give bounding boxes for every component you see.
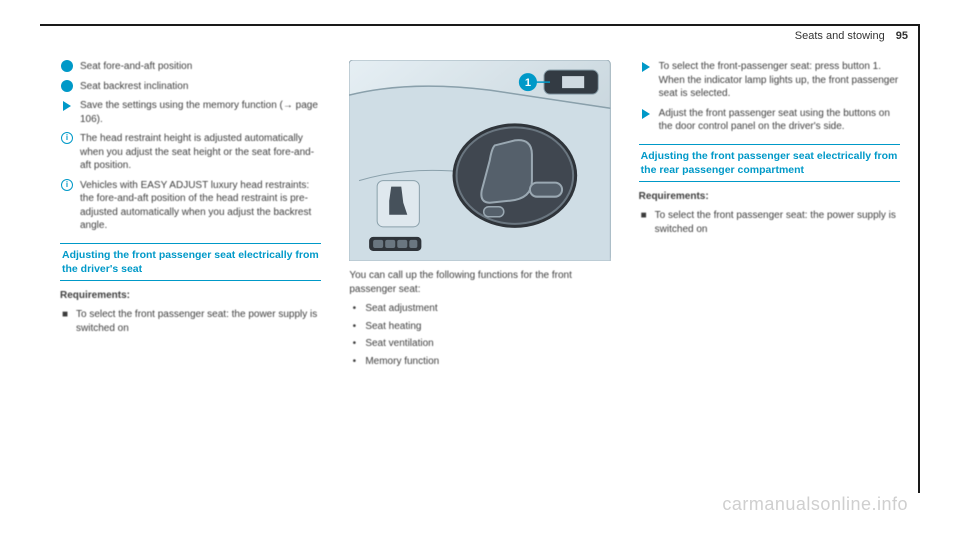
requirements-label: Requirements: xyxy=(639,190,900,204)
info-note: i The head restraint height is adjusted … xyxy=(60,132,321,173)
instruction-step: Save the settings using the memory funct… xyxy=(60,99,321,126)
page-header: Seats and stowing 95 xyxy=(795,30,908,42)
legend-text: Seat fore-and-aft position xyxy=(80,60,321,74)
requirement-text: To select the front passenger seat: the … xyxy=(76,308,321,335)
figure-caption: You can call up the following functions … xyxy=(349,269,610,296)
requirements-label: Requirements: xyxy=(60,289,321,303)
instruction-step: Adjust the front passenger seat using th… xyxy=(639,107,900,134)
frame-right xyxy=(918,24,920,493)
list-text: Seat ventilation xyxy=(365,337,610,351)
info-text: The head restraint height is adjusted au… xyxy=(80,132,321,173)
page-content: Seat fore-and-aft position Seat backrest… xyxy=(60,60,900,493)
legend-circle-icon xyxy=(60,80,74,92)
list-item: • Seat ventilation xyxy=(349,337,610,351)
list-text: Seat heating xyxy=(365,320,610,334)
list-item: • Seat adjustment xyxy=(349,302,610,316)
legend-text: Seat backrest inclination xyxy=(80,80,321,94)
bullet-icon: ■ xyxy=(639,209,649,236)
page-number: 95 xyxy=(896,30,908,42)
requirement-item: ■ To select the front passenger seat: th… xyxy=(639,209,900,236)
triangle-icon xyxy=(639,107,653,119)
legend-circle-icon xyxy=(60,60,74,72)
list-text: Memory function xyxy=(365,355,610,369)
info-text: Vehicles with EASY ADJUST luxury head re… xyxy=(80,179,321,233)
requirement-item: ■ To select the front passenger seat: th… xyxy=(60,308,321,335)
bullet-icon: • xyxy=(349,355,359,369)
section-heading: Adjusting the front passenger seat elect… xyxy=(639,144,900,182)
section-heading: Adjusting the front passenger seat elect… xyxy=(60,243,321,281)
triangle-icon xyxy=(639,60,653,72)
instruction-text: Adjust the front passenger seat using th… xyxy=(659,107,900,134)
seat-control-illustration: 1 xyxy=(349,60,610,261)
list-text: Seat adjustment xyxy=(365,302,610,316)
instruction-text: To select the front-passenger seat: pres… xyxy=(659,60,900,101)
section-title: Seats and stowing xyxy=(795,30,885,42)
requirement-text: To select the front passenger seat: the … xyxy=(655,209,900,236)
bullet-icon: ■ xyxy=(60,308,70,335)
instruction-text: Save the settings using the memory funct… xyxy=(80,99,321,126)
bullet-icon: • xyxy=(349,302,359,316)
svg-text:1: 1 xyxy=(525,77,531,89)
list-item: • Memory function xyxy=(349,355,610,369)
legend-item: Seat backrest inclination xyxy=(60,80,321,94)
frame-top xyxy=(40,24,920,26)
list-item: • Seat heating xyxy=(349,320,610,334)
watermark: carmanualsonline.info xyxy=(722,494,908,515)
bullet-icon: • xyxy=(349,320,359,334)
instruction-step: To select the front-passenger seat: pres… xyxy=(639,60,900,101)
instruction-line: To select the front-passenger seat: pres… xyxy=(659,61,881,72)
triangle-icon xyxy=(60,99,74,111)
bullet-icon: • xyxy=(349,337,359,351)
info-note: i Vehicles with EASY ADJUST luxury head … xyxy=(60,179,321,233)
info-icon: i xyxy=(60,132,74,144)
instruction-line: When the indicator lamp lights up, the f… xyxy=(659,75,899,100)
legend-item: Seat fore-and-aft position xyxy=(60,60,321,74)
seat-control-figure: 1 xyxy=(349,60,610,261)
info-icon: i xyxy=(60,179,74,191)
